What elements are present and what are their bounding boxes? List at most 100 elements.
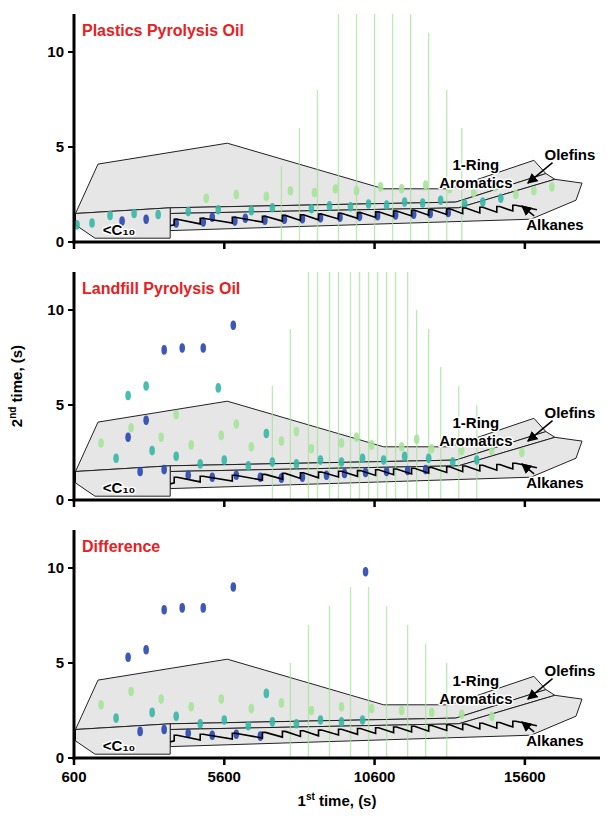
y-tick-label: 5	[56, 396, 64, 413]
x-tick	[73, 242, 76, 249]
y-tick-label: 10	[47, 301, 64, 318]
spot	[218, 694, 224, 704]
spot	[279, 436, 285, 446]
spot	[185, 207, 191, 217]
spot	[98, 700, 104, 710]
region-label: Olefins	[545, 662, 596, 679]
panel-title: Landfill Pyrolysis Oil	[82, 280, 240, 297]
x-axis-line	[73, 241, 601, 244]
region	[170, 695, 582, 746]
region-label-line: 1-Ring	[453, 414, 500, 431]
spot	[161, 465, 167, 475]
x-axis-label: 1st time, (s)	[298, 791, 377, 809]
spot	[426, 453, 432, 463]
spot	[360, 453, 366, 463]
spot	[173, 711, 179, 721]
spot	[234, 190, 240, 200]
spot	[513, 190, 519, 200]
chart-root: 1-RingAromaticsOlefinsAlkanes<C₁₀0510Pla…	[0, 0, 609, 825]
spot	[519, 448, 525, 458]
region-label-line: Olefins	[545, 404, 596, 421]
streak	[338, 272, 339, 500]
spot	[309, 204, 315, 214]
spot	[360, 715, 366, 725]
spot	[161, 605, 167, 615]
region-label: 1-RingAromatics	[439, 672, 512, 707]
streak	[368, 272, 369, 500]
y-tick-label: 0	[56, 233, 64, 250]
spot	[246, 721, 252, 731]
spot	[128, 423, 134, 433]
spot	[264, 192, 270, 202]
spot	[480, 197, 486, 207]
spot	[489, 711, 495, 721]
y-tick-label: 0	[56, 749, 64, 766]
spot	[113, 713, 119, 723]
streak	[392, 14, 393, 242]
alkane-ladder	[170, 205, 537, 226]
spot	[98, 438, 104, 448]
region	[76, 401, 546, 471]
region-label-line: Alkanes	[526, 474, 584, 491]
y-tick	[68, 404, 74, 406]
spot	[294, 719, 300, 729]
spot	[339, 457, 345, 467]
spot	[200, 343, 206, 353]
spot	[450, 457, 456, 467]
region-label-line: Olefins	[545, 662, 596, 679]
region-label-line: <C₁₀	[103, 221, 136, 238]
streak	[299, 128, 300, 242]
spot	[128, 687, 134, 697]
spot	[125, 391, 131, 401]
region-arrow	[522, 464, 534, 474]
streak	[386, 272, 387, 500]
spot	[279, 698, 285, 708]
x-axis-line	[73, 499, 601, 502]
spot	[402, 452, 408, 462]
spot	[143, 214, 149, 224]
spot	[378, 182, 384, 192]
region-arrow	[528, 421, 553, 442]
x-tick-label: 15600	[504, 768, 546, 785]
spot	[549, 182, 555, 192]
region-label-line: <C₁₀	[103, 737, 136, 754]
spot	[354, 186, 360, 196]
region	[76, 724, 171, 754]
region-label: <C₁₀	[103, 479, 136, 496]
streak	[368, 587, 369, 758]
spot	[339, 702, 345, 712]
spot	[414, 434, 420, 444]
region-label-line: Olefins	[545, 146, 596, 163]
spot	[107, 211, 113, 221]
region	[76, 208, 171, 238]
x-tick	[73, 500, 76, 507]
spot	[294, 459, 300, 469]
streak	[374, 14, 375, 242]
spot	[369, 440, 375, 450]
region-label: Alkanes	[526, 216, 584, 233]
spot	[215, 205, 221, 215]
spot	[363, 567, 369, 577]
streak	[329, 272, 330, 500]
spot	[318, 715, 324, 725]
spot	[158, 433, 164, 443]
spot	[246, 461, 252, 471]
spot	[420, 198, 426, 208]
streak	[338, 14, 339, 242]
spot	[143, 381, 149, 391]
spot	[155, 210, 161, 220]
y-tick-label: 5	[56, 654, 64, 671]
x-tick	[373, 500, 376, 507]
streak	[425, 644, 426, 758]
alkane-ladder	[170, 721, 537, 742]
spot	[249, 704, 255, 714]
region-label: Olefins	[545, 404, 596, 421]
spot	[429, 708, 435, 718]
spot	[399, 184, 405, 194]
spot	[215, 383, 221, 393]
y-tick	[68, 662, 74, 664]
y-tick-label: 10	[47, 559, 64, 576]
streak	[329, 606, 330, 758]
spot	[231, 582, 237, 592]
spot	[188, 440, 194, 450]
